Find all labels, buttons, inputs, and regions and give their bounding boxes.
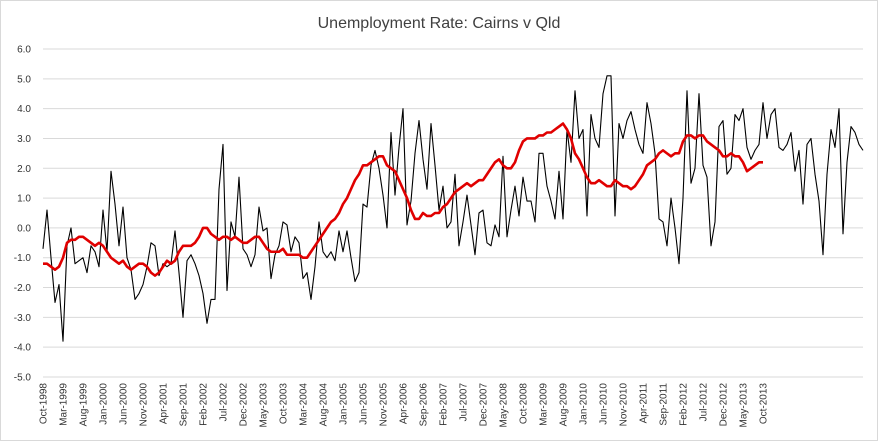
- x-tick-label: Oct-1998: [39, 383, 50, 425]
- x-axis-ticks: Oct-1998 Mar-1999 Aug-1999 Jan-2000 Jun-2000…: [39, 383, 770, 428]
- y-tick-label: 5.0: [17, 74, 31, 85]
- x-tick-label: Oct-2013: [759, 383, 770, 425]
- y-tick-label: 2.0: [17, 164, 31, 175]
- x-tick-label: Feb-2012: [679, 383, 690, 426]
- x-tick-label: Aug-2004: [319, 383, 330, 427]
- x-tick-label: Jun-2000: [119, 383, 130, 425]
- y-tick-label: -5.0: [14, 373, 32, 384]
- x-tick-label: Aug-2009: [559, 383, 570, 427]
- series-lines: [42, 75, 864, 342]
- x-tick-label: Nov-2005: [379, 383, 390, 427]
- x-tick-label: Sep-2006: [419, 383, 430, 427]
- x-tick-label: Jun-2005: [359, 383, 370, 425]
- x-tick-label: Mar-1999: [59, 383, 70, 426]
- x-tick-label: Oct-2008: [519, 383, 530, 425]
- x-tick-label: Dec-2012: [719, 383, 730, 427]
- x-tick-label: Jan-2005: [339, 383, 350, 425]
- y-tick-label: 3.0: [17, 134, 31, 145]
- x-tick-label: Jul-2007: [459, 383, 470, 422]
- y-tick-label: -4.0: [14, 343, 32, 354]
- y-tick-label: -1.0: [14, 253, 32, 264]
- x-tick-label: May-2013: [739, 383, 750, 428]
- x-tick-label: Sep-2001: [179, 383, 190, 427]
- x-tick-label: Jan-2000: [99, 383, 110, 425]
- x-tick-label: Feb-2007: [439, 383, 450, 426]
- x-tick-label: Apr-2001: [159, 383, 170, 425]
- x-tick-label: Feb-2002: [199, 383, 210, 426]
- x-tick-label: Nov-2010: [619, 383, 630, 427]
- x-tick-label: Jan-2010: [579, 383, 590, 425]
- x-tick-label: Jul-2002: [219, 383, 230, 422]
- y-tick-label: 4.0: [17, 104, 31, 115]
- y-tick-label: 1.0: [17, 194, 31, 205]
- x-tick-label: Apr-2006: [399, 383, 410, 425]
- x-tick-label: Jul-2012: [699, 383, 710, 422]
- series-line-red: [43, 122, 763, 277]
- x-tick-label: Nov-2000: [139, 383, 150, 427]
- x-tick-label: Oct-2003: [279, 383, 290, 425]
- x-tick-label: Dec-2007: [479, 383, 490, 427]
- y-axis-ticks: -5.0 -4.0 -3.0 -2.0 -1.0 0.0 1.0 2.0 3.0 4.0 5.0 6.…: [14, 45, 32, 384]
- x-tick-label: Jun-2010: [599, 383, 610, 425]
- chart-title: Unemployment Rate: Cairns v Qld: [318, 15, 561, 32]
- y-tick-label: 0.0: [17, 223, 31, 234]
- gridlines: [43, 48, 863, 378]
- y-tick-label: -2.0: [14, 283, 32, 294]
- series-line-black: [42, 75, 864, 342]
- x-tick-label: May-2003: [259, 383, 270, 428]
- y-tick-label: 6.0: [17, 45, 31, 56]
- x-tick-label: Sep-2011: [659, 383, 670, 426]
- y-tick-label: -3.0: [14, 313, 32, 324]
- x-tick-label: May-2008: [499, 383, 510, 428]
- x-tick-label: Apr-2011: [639, 383, 650, 424]
- x-tick-label: Mar-2004: [299, 383, 310, 426]
- x-tick-label: Dec-2002: [239, 383, 250, 427]
- x-tick-label: Mar-2009: [539, 383, 550, 426]
- x-tick-label: Aug-1999: [79, 383, 90, 427]
